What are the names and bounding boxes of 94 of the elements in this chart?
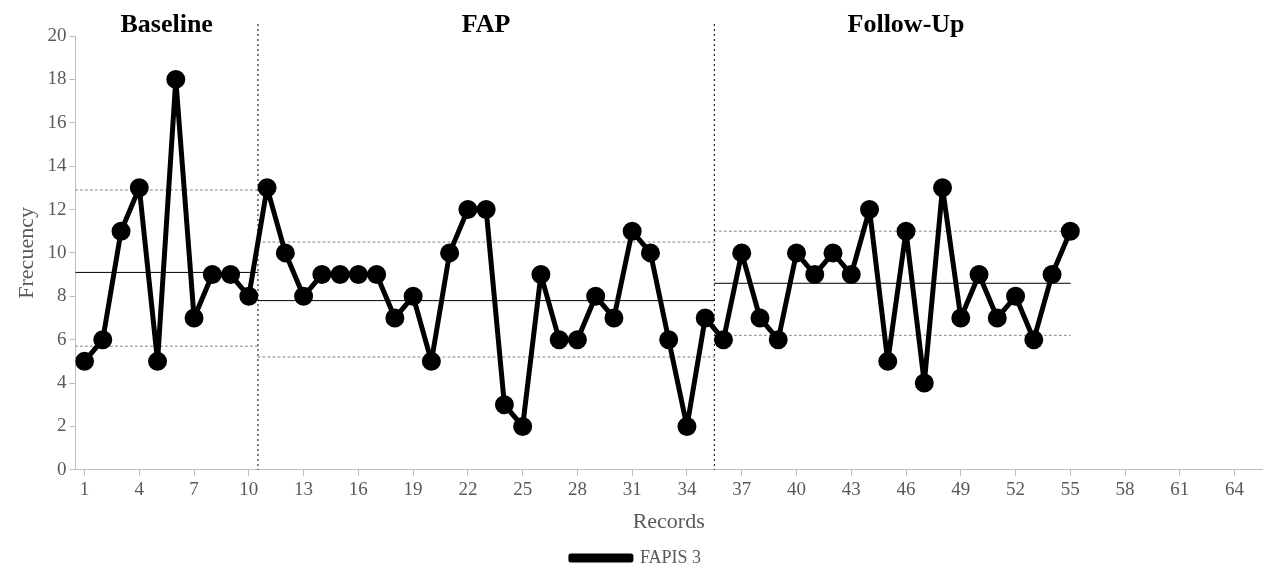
legend-label: FAPIS 3 <box>639 546 702 567</box>
point <box>1042 265 1062 285</box>
point <box>622 221 642 241</box>
point <box>969 265 989 285</box>
y-tick-label: 4 <box>56 371 67 393</box>
y-tick-label: 8 <box>56 284 67 306</box>
x-tick-label: 34 <box>677 478 697 500</box>
point <box>148 351 168 371</box>
point <box>421 351 441 371</box>
point <box>640 243 660 263</box>
x-tick-label: 46 <box>896 478 916 500</box>
point <box>768 330 788 350</box>
point <box>440 243 460 263</box>
x-tick-label: 1 <box>79 478 90 500</box>
point <box>184 308 204 328</box>
point <box>841 265 861 285</box>
point <box>677 416 697 436</box>
point <box>294 286 314 306</box>
x-tick-label: 22 <box>458 478 478 500</box>
point <box>75 351 95 371</box>
point <box>549 330 569 350</box>
point <box>933 178 953 198</box>
point <box>1024 330 1044 350</box>
point <box>257 178 277 198</box>
x-tick-label: 58 <box>1115 478 1135 500</box>
point <box>914 373 934 393</box>
x-tick-label: 25 <box>513 478 533 500</box>
point <box>367 265 387 285</box>
x-tick-label: 37 <box>732 478 752 500</box>
y-tick-label: 10 <box>47 240 67 262</box>
point <box>878 351 898 371</box>
point <box>531 265 551 285</box>
point <box>896 221 916 241</box>
point <box>987 308 1007 328</box>
annotation: Follow-Up <box>847 8 965 38</box>
point <box>823 243 843 263</box>
y-tick-label: 20 <box>47 23 67 45</box>
point <box>951 308 971 328</box>
x-tick-label: 13 <box>294 478 314 500</box>
y-tick-label: 18 <box>47 67 67 89</box>
point <box>713 330 733 350</box>
point <box>786 243 806 263</box>
point <box>330 265 350 285</box>
point <box>586 286 606 306</box>
x-tick-label: 31 <box>622 478 642 500</box>
point <box>458 200 478 220</box>
x-tick-label: 61 <box>1170 478 1190 500</box>
point <box>166 69 186 89</box>
x-tick-label: 64 <box>1225 478 1245 500</box>
x-tick-label: 4 <box>134 478 145 500</box>
x-tick-label: 10 <box>239 478 259 500</box>
point <box>750 308 770 328</box>
point <box>348 265 368 285</box>
y-tick-label: 16 <box>47 110 67 132</box>
x-tick-label: 40 <box>786 478 806 500</box>
annotation: Baseline <box>120 8 213 38</box>
point <box>659 330 679 350</box>
point <box>111 221 131 241</box>
y-tick-label: 0 <box>56 457 67 479</box>
point <box>604 308 624 328</box>
y-tick-label: 2 <box>56 414 67 436</box>
y-axis-title: Frecuency <box>12 207 38 299</box>
point <box>403 286 423 306</box>
y-tick-label: 14 <box>47 154 67 176</box>
point <box>385 308 405 328</box>
point <box>513 416 533 436</box>
point <box>129 178 149 198</box>
point <box>860 200 880 220</box>
x-tick-label: 7 <box>189 478 199 500</box>
annotation: FAP <box>461 8 511 38</box>
point <box>221 265 241 285</box>
point <box>1060 221 1080 241</box>
x-tick-label: 19 <box>403 478 423 500</box>
point <box>275 243 295 263</box>
point <box>93 330 113 350</box>
x-tick-label: 43 <box>841 478 861 500</box>
y-tick-label: 6 <box>56 327 67 349</box>
point <box>494 395 514 415</box>
point <box>202 265 222 285</box>
point <box>805 265 825 285</box>
point <box>1006 286 1026 306</box>
point <box>312 265 332 285</box>
x-tick-label: 49 <box>951 478 971 500</box>
point <box>567 330 587 350</box>
x-tick-label: 52 <box>1006 478 1026 500</box>
point <box>732 243 752 263</box>
x-tick-label: 16 <box>348 478 368 500</box>
x-tick-label: 28 <box>567 478 587 500</box>
y-tick-label: 12 <box>47 197 67 219</box>
x-axis-title: Records <box>632 507 705 533</box>
point <box>476 200 496 220</box>
point <box>239 286 259 306</box>
point <box>695 308 715 328</box>
x-tick-label: 55 <box>1060 478 1080 500</box>
